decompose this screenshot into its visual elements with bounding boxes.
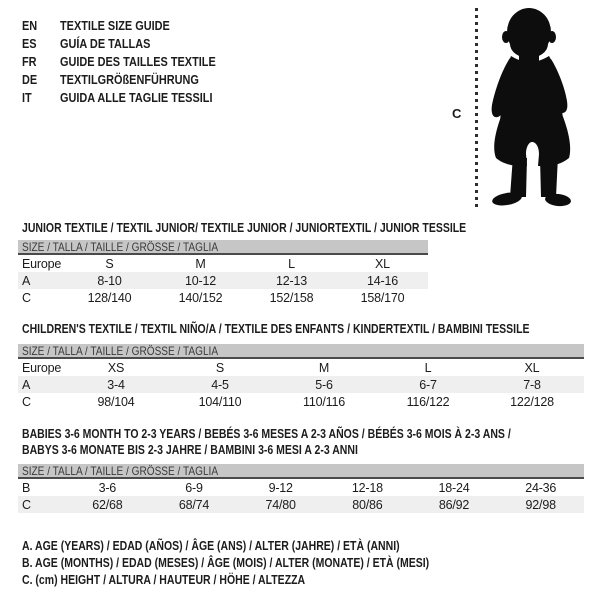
size-cell: M <box>195 256 206 271</box>
language-row-it: IT GUIDA ALLE TAGLIE TESSILI <box>22 88 245 106</box>
legend-line-c: C. (cm) HEIGHT / ALTURA / HAUTEUR / HÖHE… <box>22 571 507 588</box>
size-cell: 158/170 <box>360 290 405 305</box>
size-header-bar: SIZE / TALLA / TAILLE / GRÖSSE / TAGLIA <box>18 240 428 255</box>
row-label: B <box>22 480 31 495</box>
junior-size-table: SIZE / TALLA / TAILLE / GRÖSSE / TAGLIA … <box>18 240 428 306</box>
row-label: C <box>22 290 31 305</box>
language-row-fr: FR GUIDE DES TAILLES TEXTILE <box>22 52 245 70</box>
language-list: EN TEXTILE SIZE GUIDE ES GUÍA DE TALLAS … <box>22 16 245 106</box>
row-label: Europe <box>22 360 62 375</box>
size-cell: 152/158 <box>269 290 314 305</box>
size-cell: 12-13 <box>276 273 307 288</box>
size-cell: 74/80 <box>265 497 296 512</box>
size-cell: 14-16 <box>367 273 398 288</box>
height-measure-label-c: C <box>452 106 462 121</box>
language-code: IT <box>22 89 32 105</box>
size-cell: 18-24 <box>438 480 470 495</box>
language-code: DE <box>22 71 38 87</box>
size-cell: 3-4 <box>107 377 125 392</box>
size-cell: XL <box>375 256 390 271</box>
table-row-months: B 3-6 6-9 9-12 12-18 18-24 24-36 <box>18 479 584 496</box>
height-measure-dotted-line <box>475 8 478 211</box>
table-row-age: A 3-4 4-5 5-6 6-7 7-8 <box>18 376 584 393</box>
size-cell: L <box>424 360 432 375</box>
junior-table-title-text: JUNIOR TEXTILE / TEXTIL JUNIOR/ TEXTILE … <box>22 221 467 235</box>
size-cell: 140/152 <box>178 290 223 305</box>
size-cell: 12-18 <box>351 480 383 495</box>
row-label: C <box>22 497 31 512</box>
size-header-bar: SIZE / TALLA / TAILLE / GRÖSSE / TAGLIA <box>18 344 584 359</box>
language-title: GUÍA DE TALLAS <box>60 35 151 51</box>
size-cell: S <box>105 256 114 271</box>
size-cell: 98/104 <box>97 394 135 409</box>
babies-table-title-line1: BABIES 3-6 MONTH TO 2-3 YEARS / BEBÉS 3-… <box>22 427 511 441</box>
row-label: Europe <box>22 256 62 271</box>
size-cell: 10-12 <box>185 273 216 288</box>
children-table-title: CHILDREN'S TEXTILE / TEXTIL NIÑO/A / TEX… <box>22 321 600 337</box>
legend-line-b: B. AGE (MONTHS) / EDAD (MESES) / ÂGE (MO… <box>22 554 507 571</box>
language-code: FR <box>22 53 37 69</box>
language-code: EN <box>22 17 38 33</box>
size-cell: XS <box>107 360 125 375</box>
size-cell: L <box>288 256 295 271</box>
size-cell: 4-5 <box>211 377 229 392</box>
language-row-es: ES GUÍA DE TALLAS <box>22 34 245 52</box>
language-title: GUIDE DES TAILLES TEXTILE <box>60 53 216 69</box>
size-cell: 116/122 <box>406 394 450 409</box>
language-title: TEXTILE SIZE GUIDE <box>60 17 170 33</box>
row-label: C <box>22 394 31 409</box>
babies-table-title-line2: BABYS 3-6 MONATE BIS 2-3 JAHRE / BAMBINI… <box>22 443 358 457</box>
legend-line-a: A. AGE (YEARS) / EDAD (AÑOS) / ÂGE (ANS)… <box>22 537 507 554</box>
size-cell: 5-6 <box>315 377 333 392</box>
table-row-europe: Europe S M L XL <box>18 255 428 272</box>
language-code: ES <box>22 35 37 51</box>
size-cell: 9-12 <box>268 480 293 495</box>
legend: A. AGE (YEARS) / EDAD (AÑOS) / ÂGE (ANS)… <box>22 537 507 588</box>
language-title: TEXTILGRÖßENFÜHRUNG <box>60 71 199 87</box>
table-row-height: C 98/104 104/110 110/116 116/122 122/128 <box>18 393 584 410</box>
toddler-silhouette-icon <box>491 8 571 207</box>
children-table-title-text: CHILDREN'S TEXTILE / TEXTIL NIÑO/A / TEX… <box>22 322 530 336</box>
junior-table-title: JUNIOR TEXTILE / TEXTIL JUNIOR/ TEXTILE … <box>22 220 551 236</box>
table-row-europe: Europe XS S M L XL <box>18 359 584 376</box>
size-cell: 7-8 <box>523 377 541 392</box>
size-cell: 92/98 <box>525 497 556 512</box>
babies-size-table: SIZE / TALLA / TAILLE / GRÖSSE / TAGLIA … <box>18 464 584 513</box>
legend-text-b: B. AGE (MONTHS) / EDAD (MESES) / ÂGE (MO… <box>22 555 430 570</box>
size-cell: 62/68 <box>92 497 123 512</box>
size-cell: 104/110 <box>198 394 242 409</box>
size-cell: S <box>215 360 225 375</box>
size-cell: 6-9 <box>185 480 203 495</box>
size-cell: 6-7 <box>419 377 437 392</box>
children-size-table: SIZE / TALLA / TAILLE / GRÖSSE / TAGLIA … <box>18 344 584 410</box>
table-row-height: C 128/140 140/152 152/158 158/170 <box>18 289 428 306</box>
size-cell: 122/128 <box>510 394 554 409</box>
size-cell: 24-36 <box>525 480 557 495</box>
size-header-bar: SIZE / TALLA / TAILLE / GRÖSSE / TAGLIA <box>18 464 584 479</box>
size-header-text: SIZE / TALLA / TAILLE / GRÖSSE / TAGLIA <box>22 463 219 478</box>
size-header-text: SIZE / TALLA / TAILLE / GRÖSSE / TAGLIA <box>22 343 219 358</box>
table-row-age: A 8-10 10-12 12-13 14-16 <box>18 272 428 289</box>
row-label: A <box>22 377 31 392</box>
table-row-height: C 62/68 68/74 74/80 80/86 86/92 92/98 <box>18 496 584 513</box>
size-cell: 80/86 <box>352 497 383 512</box>
size-cell: M <box>318 360 330 375</box>
babies-table-title: BABIES 3-6 MONTH TO 2-3 YEARS / BEBÉS 3-… <box>22 426 600 458</box>
size-cell: 110/116 <box>303 394 345 409</box>
legend-text-c: C. (cm) HEIGHT / ALTURA / HAUTEUR / HÖHE… <box>22 572 306 587</box>
row-label: A <box>22 273 31 288</box>
size-cell: 8-10 <box>97 273 122 288</box>
size-cell: 86/92 <box>438 497 470 512</box>
size-cell: 68/74 <box>178 497 210 512</box>
language-row-en: EN TEXTILE SIZE GUIDE <box>22 16 245 34</box>
size-header-text: SIZE / TALLA / TAILLE / GRÖSSE / TAGLIA <box>22 239 219 254</box>
size-cell: 3-6 <box>98 480 117 495</box>
size-cell: XL <box>524 360 540 375</box>
language-title: GUIDA ALLE TAGLIE TESSILI <box>60 89 213 105</box>
language-row-de: DE TEXTILGRÖßENFÜHRUNG <box>22 70 245 88</box>
legend-text-a: A. AGE (YEARS) / EDAD (AÑOS) / ÂGE (ANS)… <box>22 538 400 553</box>
size-cell: 128/140 <box>87 290 132 305</box>
